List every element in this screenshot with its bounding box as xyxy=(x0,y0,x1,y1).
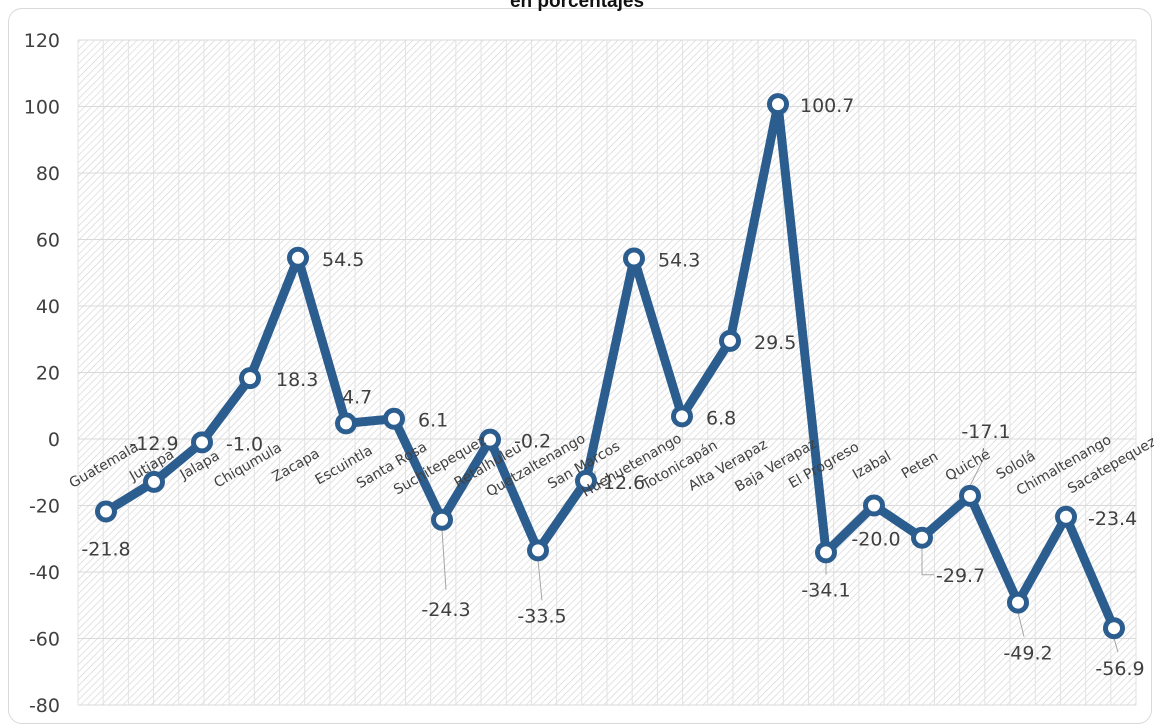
data-label: 54.5 xyxy=(322,249,364,271)
data-point xyxy=(1055,505,1077,528)
label-leader-lines xyxy=(153,457,1119,653)
data-point xyxy=(431,508,453,531)
y-tick-label: -20 xyxy=(29,496,60,518)
data-point xyxy=(911,526,933,549)
data-label: -1.0 xyxy=(226,433,263,455)
data-point xyxy=(959,484,981,507)
data-label: 6.8 xyxy=(706,407,736,429)
data-point xyxy=(239,367,261,390)
y-tick-label: -40 xyxy=(29,562,60,584)
data-label: -21.8 xyxy=(81,538,130,560)
data-label: -34.1 xyxy=(801,579,850,601)
data-label: -12.6 xyxy=(596,472,645,494)
chart-title: en porcentajes xyxy=(509,0,645,12)
data-label: -23.4 xyxy=(1088,508,1137,530)
data-point xyxy=(527,539,549,562)
data-label: 54.3 xyxy=(658,249,700,271)
y-tick-label: 40 xyxy=(36,296,60,318)
data-point xyxy=(767,93,789,116)
data-label: -49.2 xyxy=(1003,643,1052,665)
data-label: -33.5 xyxy=(517,605,566,627)
data-point xyxy=(671,405,693,428)
markers xyxy=(95,93,1125,640)
data-point xyxy=(815,541,837,564)
data-label: -24.3 xyxy=(421,599,470,621)
data-label: 100.7 xyxy=(800,95,854,117)
data-label: -17.1 xyxy=(961,421,1010,443)
data-point xyxy=(335,412,357,435)
data-label: 4.7 xyxy=(342,386,372,408)
label-leader-line xyxy=(1017,612,1025,637)
data-label: -20.0 xyxy=(851,529,900,551)
data-point xyxy=(623,247,645,270)
data-label: -0.2 xyxy=(514,431,551,453)
data-point xyxy=(95,500,117,523)
y-tick-label: -60 xyxy=(29,629,60,651)
y-tick-label: 60 xyxy=(36,230,60,252)
label-leader-line xyxy=(921,547,934,576)
y-tick-label: 0 xyxy=(48,429,60,451)
data-label: 18.3 xyxy=(276,369,318,391)
y-tick-label: 80 xyxy=(36,163,60,185)
y-axis: 120 100 80 60 40 20 0 -20 -40 -60 -80 xyxy=(24,30,60,717)
y-tick-label: 100 xyxy=(24,97,60,119)
data-point xyxy=(863,494,885,517)
y-tick-label: 120 xyxy=(24,30,60,52)
data-point xyxy=(1103,617,1125,640)
label-leader-line xyxy=(441,529,447,590)
label-leader-line xyxy=(1113,638,1119,653)
label-leader-line xyxy=(537,560,543,601)
data-label: -12.9 xyxy=(129,433,178,455)
data-point xyxy=(479,428,501,451)
data-point xyxy=(719,329,741,352)
data-point xyxy=(143,470,165,493)
data-label: -56.9 xyxy=(1095,658,1144,680)
data-point xyxy=(575,469,597,492)
label-leader-line xyxy=(969,457,985,487)
series-line xyxy=(101,99,1119,633)
data-point xyxy=(383,407,405,430)
data-labels: -21.8 -12.9 -1.0 18.3 54.5 4.7 6.1 -24.3 -0.2 -33… xyxy=(81,95,1144,680)
data-point xyxy=(191,431,213,454)
y-tick-label: 20 xyxy=(36,363,60,385)
data-label: -29.7 xyxy=(936,565,985,587)
y-tick-label: -80 xyxy=(29,695,60,717)
data-label: 29.5 xyxy=(754,332,796,354)
data-label: 6.1 xyxy=(418,410,448,432)
data-point xyxy=(1007,591,1029,614)
data-point xyxy=(287,246,309,269)
